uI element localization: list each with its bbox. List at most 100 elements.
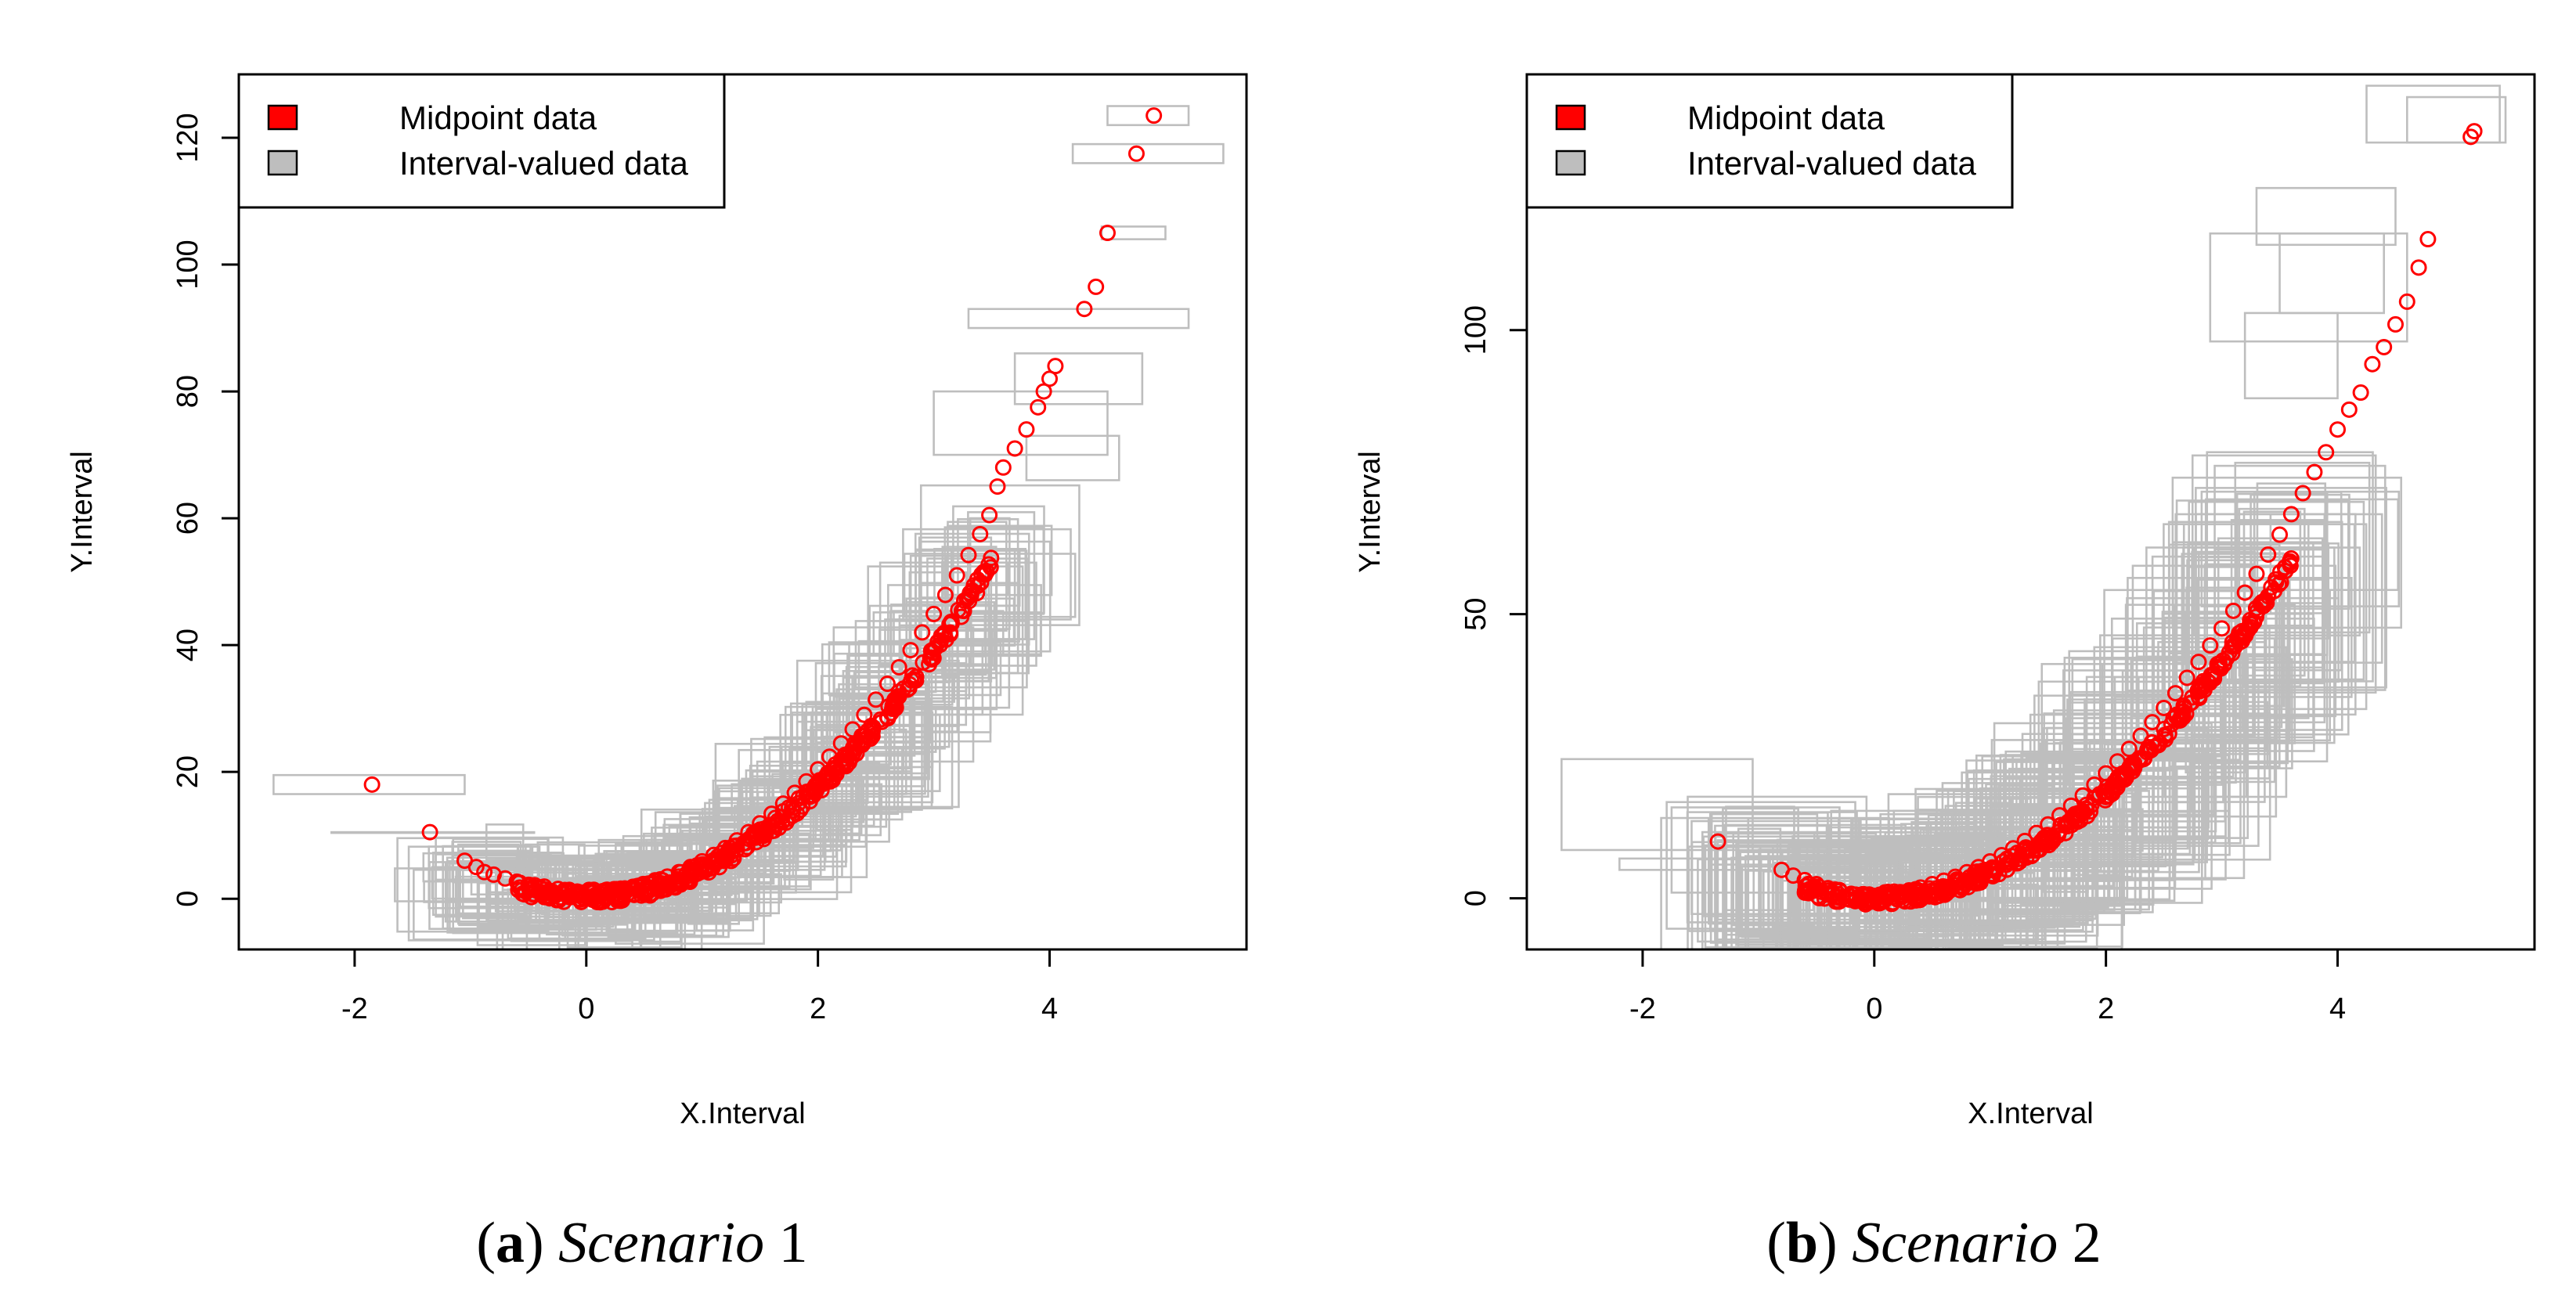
y-tick-label: 100 [1459,305,1492,355]
interval-box [1618,857,1771,871]
midpoint-marker [1018,421,1035,438]
midpoint-marker [2282,506,2300,523]
interval-box [435,853,518,881]
panel-b-legend-swatch-interval [1555,150,1586,176]
midpoint-marker [1827,893,1845,910]
interval-box [1966,804,2109,881]
midpoint-marker [1099,225,1116,242]
midpoint-marker [705,846,723,863]
midpoint-marker [1912,879,1929,896]
midpoint-marker [2271,526,2289,543]
midpoint-marker [2236,584,2253,601]
midpoint-marker [1878,887,1895,904]
midpoint-marker [755,830,772,848]
interval-box [1100,225,1167,240]
midpoint-marker [2387,315,2404,333]
midpoint-marker [2329,421,2347,438]
midpoint-marker [2040,816,2057,833]
interval-box [2071,658,2293,769]
midpoint-marker [2086,776,2103,793]
midpoint-marker [421,823,438,841]
midpoint-marker [2028,824,2045,841]
interval-box [952,505,1045,614]
panel-b-caption-letter: b [1786,1211,1818,1275]
midpoint-marker [936,624,953,641]
panel-a-legend-swatch-midpoint [267,104,298,131]
midpoint-marker [2062,797,2080,814]
x-tick-label: 0 [1866,993,1882,1025]
midpoint-marker [886,698,903,715]
interval-box [2238,507,2306,677]
panel-b-midpoints [1709,123,2483,913]
interval-box [918,536,993,683]
interval-box [1670,806,1841,894]
midpoint-marker [728,832,745,849]
midpoint-marker [612,882,630,899]
midpoint-marker [1831,882,1848,899]
midpoint-marker [868,691,885,708]
midpoint-marker [2175,697,2192,715]
midpoint-marker [1810,878,1827,895]
interval-box [668,825,749,903]
panel-a-legend: Midpoint data Interval-valued data [237,73,726,209]
midpoint-marker [1796,884,1813,901]
midpoint-marker [2190,654,2207,671]
interval-box [1825,826,2059,949]
midpoint-marker [476,863,493,881]
panel-a-midpoints [363,107,1163,911]
y-tick-label: 80 [171,375,204,408]
midpoint-marker [2067,812,2084,829]
panel-b-x-axis: -2 0 2 4 [1629,949,2346,1025]
interval-box [2175,499,2350,736]
interval-box [2181,553,2286,708]
panel-a-plot-frame [237,73,1248,951]
midpoint-marker [1820,880,1837,897]
interval-box [784,705,954,810]
interval-box [2187,542,2340,664]
midpoint-marker [2083,797,2100,814]
midpoint-marker [798,773,815,790]
midpoint-marker [1127,145,1145,162]
midpoint-marker [2252,596,2269,613]
midpoint-marker [2364,355,2381,373]
y-tick-label: 60 [171,502,204,535]
midpoint-marker [914,624,931,641]
midpoint-marker [1924,876,1941,893]
interval-box [2015,758,2194,866]
midpoint-marker [953,608,970,625]
midpoint-marker [2144,714,2161,731]
interval-box [717,797,792,872]
midpoint-marker [2271,576,2288,593]
midpoint-marker [508,873,525,890]
midpoint-marker [2120,740,2138,758]
interval-box [933,390,1109,456]
midpoint-marker [844,721,861,738]
midpoint-marker [624,879,641,896]
panel-b: -2 0 2 4 0 50 100 X.Interval Y.Interval Midpo… [1354,73,2536,1275]
interval-box [893,610,1005,657]
panel-a-legend-box [237,73,726,209]
midpoint-marker [636,876,653,893]
interval-box [2243,312,2339,400]
midpoint-marker [888,690,905,707]
panel-a-y-axis-label: Y.Interval [66,451,99,573]
midpoint-marker [2263,578,2280,596]
midpoint-marker [2141,742,2158,759]
panel-a-legend-label-midpoint: Midpoint data [399,99,597,136]
midpoint-marker [554,885,572,902]
panel-a-legend-swatch-interval [267,150,298,176]
midpoint-marker [925,605,943,622]
midpoint-marker [752,815,769,832]
y-tick-label: 40 [171,629,204,661]
x-tick-label: 2 [2098,993,2114,1025]
midpoint-marker [810,761,827,778]
midpoint-marker [1854,888,1871,905]
midpoint-marker [981,506,998,524]
interval-box [2255,186,2397,247]
midpoint-marker [821,748,838,766]
midpoint-marker [2091,786,2109,803]
midpoint-marker [2156,699,2173,716]
midpoint-marker [1047,358,1064,375]
interval-box [902,528,1072,621]
panel-b-legend-swatch-midpoint [1555,104,1586,131]
